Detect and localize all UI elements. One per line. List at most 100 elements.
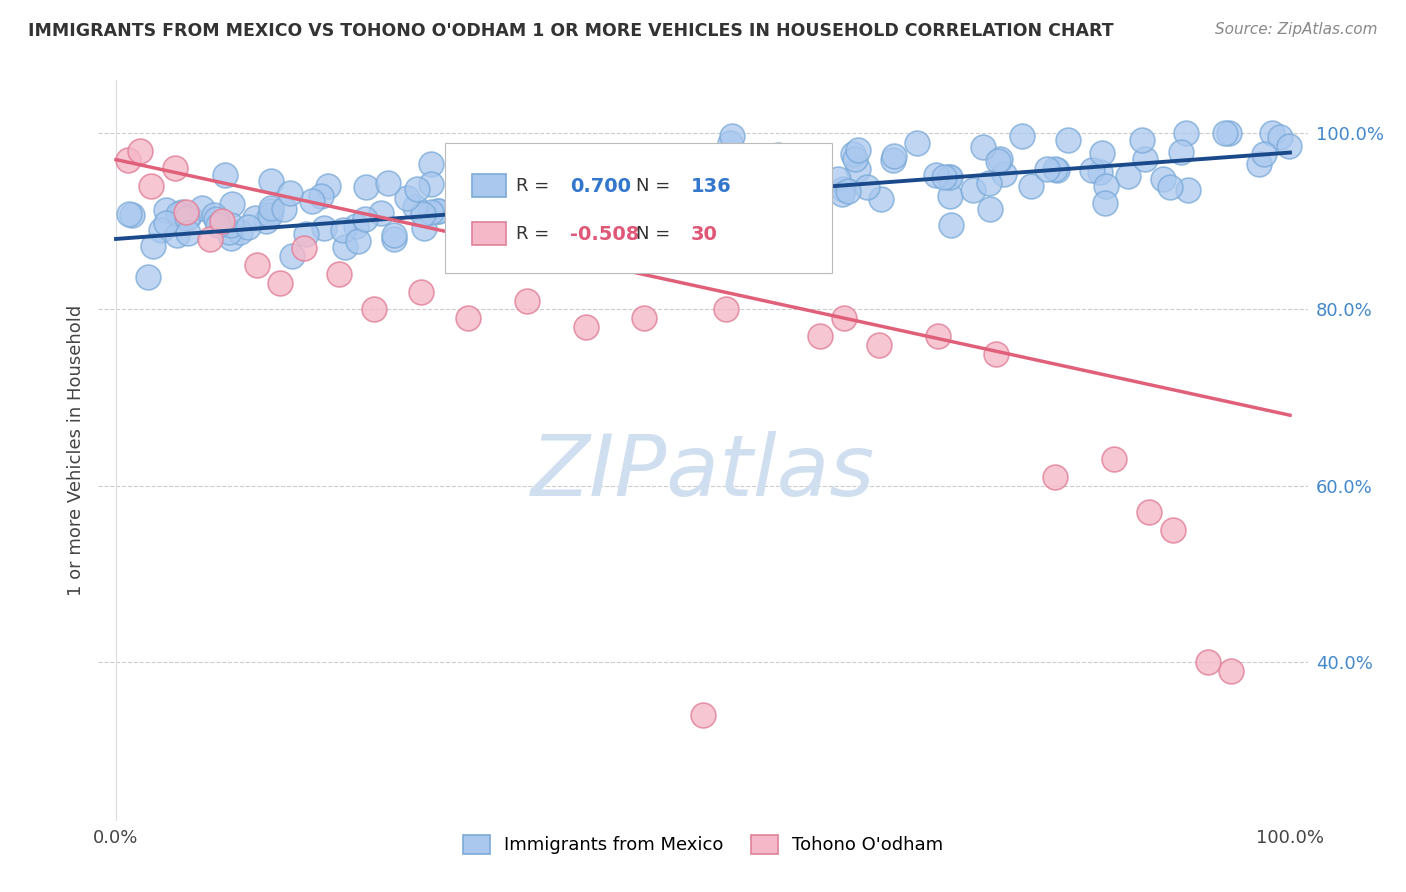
Point [404, 200, 426, 214]
Text: 30: 30 [690, 225, 718, 244]
Point [332, 223, 354, 237]
Point [427, 203, 450, 218]
Point [412, 207, 434, 221]
Point [977, 176, 1000, 190]
Point [844, 152, 866, 166]
Text: R =: R = [516, 178, 554, 195]
Point [832, 311, 855, 326]
Point [993, 167, 1015, 181]
Point [1094, 196, 1116, 211]
Point [692, 707, 714, 722]
Point [716, 302, 738, 317]
Point [725, 183, 748, 197]
Point [1261, 126, 1284, 140]
Point [766, 147, 789, 161]
Point [720, 128, 742, 143]
Point [1095, 178, 1118, 193]
Point [718, 208, 741, 222]
Point [932, 170, 955, 185]
Point [254, 214, 277, 228]
Point [856, 179, 879, 194]
Point [344, 219, 367, 234]
Point [363, 302, 385, 317]
Point [1045, 161, 1067, 176]
Text: -0.508: -0.508 [569, 225, 640, 244]
Point [489, 165, 512, 179]
Point [831, 182, 853, 196]
Point [765, 186, 787, 200]
Point [1091, 146, 1114, 161]
Point [1081, 162, 1104, 177]
Point [218, 225, 240, 239]
Point [927, 329, 949, 343]
Point [328, 267, 350, 281]
Bar [472, 174, 506, 196]
Point [1161, 523, 1184, 537]
FancyBboxPatch shape [446, 144, 832, 273]
Point [246, 259, 269, 273]
Point [419, 157, 441, 171]
Point [1118, 169, 1140, 184]
Point [1152, 172, 1174, 186]
Point [941, 218, 963, 232]
Point [925, 168, 948, 182]
Point [142, 239, 165, 253]
Point [211, 214, 233, 228]
Point [149, 223, 172, 237]
Point [335, 240, 357, 254]
Point [356, 180, 378, 194]
Text: Source: ZipAtlas.com: Source: ZipAtlas.com [1215, 22, 1378, 37]
Point [346, 235, 368, 249]
Point [245, 211, 267, 226]
Point [1046, 162, 1069, 177]
Point [591, 182, 613, 196]
Point [882, 153, 904, 168]
Point [202, 208, 225, 222]
Point [295, 227, 318, 241]
Point [176, 226, 198, 240]
Text: N =: N = [637, 226, 676, 244]
Point [204, 212, 226, 227]
Point [562, 186, 585, 201]
Point [1218, 126, 1240, 140]
Point [786, 172, 808, 186]
Point [301, 194, 323, 208]
Point [419, 177, 441, 191]
Point [236, 220, 259, 235]
Point [170, 205, 193, 219]
Point [714, 166, 737, 180]
Point [221, 197, 243, 211]
Point [778, 194, 800, 209]
Point [693, 178, 716, 192]
Point [316, 178, 339, 193]
Point [121, 208, 143, 222]
Point [426, 204, 449, 219]
Y-axis label: 1 or more Vehicles in Household: 1 or more Vehicles in Household [66, 305, 84, 596]
Point [370, 205, 392, 219]
Point [309, 189, 332, 203]
Point [382, 228, 405, 243]
Point [273, 202, 295, 216]
Point [1088, 164, 1111, 178]
Point [1253, 146, 1275, 161]
Text: 0.700: 0.700 [569, 177, 631, 195]
Point [827, 171, 849, 186]
Point [1170, 145, 1192, 159]
Point [554, 183, 576, 197]
Point [962, 183, 984, 197]
Point [883, 149, 905, 163]
Point [700, 188, 723, 202]
Bar [472, 222, 506, 244]
Point [491, 186, 513, 201]
Point [575, 320, 598, 334]
Point [1268, 130, 1291, 145]
Point [846, 143, 869, 157]
Point [229, 225, 252, 239]
Point [219, 230, 242, 244]
Point [1019, 178, 1042, 193]
Point [166, 227, 188, 242]
Point [633, 311, 655, 326]
Point [382, 232, 405, 246]
Point [808, 329, 831, 343]
Point [198, 232, 221, 246]
